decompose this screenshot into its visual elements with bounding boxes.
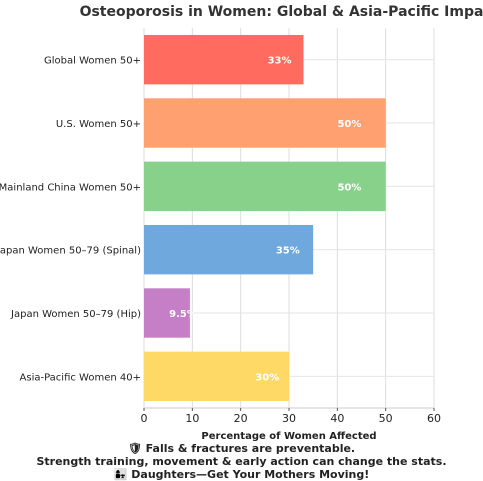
category-label-4: Japan Women 50–79 (Hip) (10, 309, 141, 320)
data-label-1: 50% (337, 119, 361, 130)
footer-line-1: 🛡 Falls & fractures are preventable. (127, 442, 356, 455)
footer-line-2: Strength training, movement & early acti… (36, 455, 447, 468)
data-label-4: 9.5% (169, 309, 197, 320)
bar-1 (144, 98, 386, 148)
x-tick-label-5: 50 (379, 412, 393, 425)
x-tick-label-6: 60 (427, 412, 441, 425)
bar-4 (144, 288, 190, 338)
x-tick-label-3: 30 (282, 412, 296, 425)
category-label-2: Mainland China Women 50+ (0, 182, 141, 193)
category-labels: Global Women 50+ U.S. Women 50+ Mainland C… (0, 56, 141, 384)
footer-line-3: 👩‍👧 Daughters—Get Your Mothers Moving! (113, 468, 370, 481)
bar-5 (144, 351, 289, 402)
bar-3 (144, 224, 314, 275)
data-label-5: 30% (255, 372, 279, 383)
data-label-0: 33% (268, 56, 292, 67)
x-tick-label-4: 40 (330, 412, 344, 425)
category-label-1: U.S. Women 50+ (56, 119, 141, 130)
chart-title: Osteoporosis in Women: Global & Asia-Pac… (80, 4, 483, 20)
bar-0 (144, 34, 304, 85)
category-label-3: Japan Women 50–79 (Spinal) (0, 246, 141, 257)
x-tick-label-2: 20 (234, 412, 248, 425)
x-tick-label-0: 0 (141, 412, 148, 425)
bar-2 (144, 161, 386, 212)
data-label-3: 35% (276, 246, 300, 257)
data-labels: 33% 50% 50% 35% 9.5% 30% (169, 56, 361, 384)
chart: Osteoporosis in Women: Global & Asia-Pac… (0, 4, 483, 442)
x-axis: 0 10 20 30 40 50 60 (141, 407, 441, 425)
grid (143, 28, 435, 408)
bars (144, 34, 386, 402)
category-label-0: Global Women 50+ (44, 56, 141, 67)
footer-message: 🛡 Falls & fractures are preventable. Str… (0, 442, 483, 481)
x-tick-label-1: 10 (185, 412, 199, 425)
data-label-2: 50% (337, 182, 361, 193)
x-axis-label: Percentage of Women Affected (201, 431, 376, 442)
category-label-5: Asia-Pacific Women 40+ (20, 372, 141, 383)
